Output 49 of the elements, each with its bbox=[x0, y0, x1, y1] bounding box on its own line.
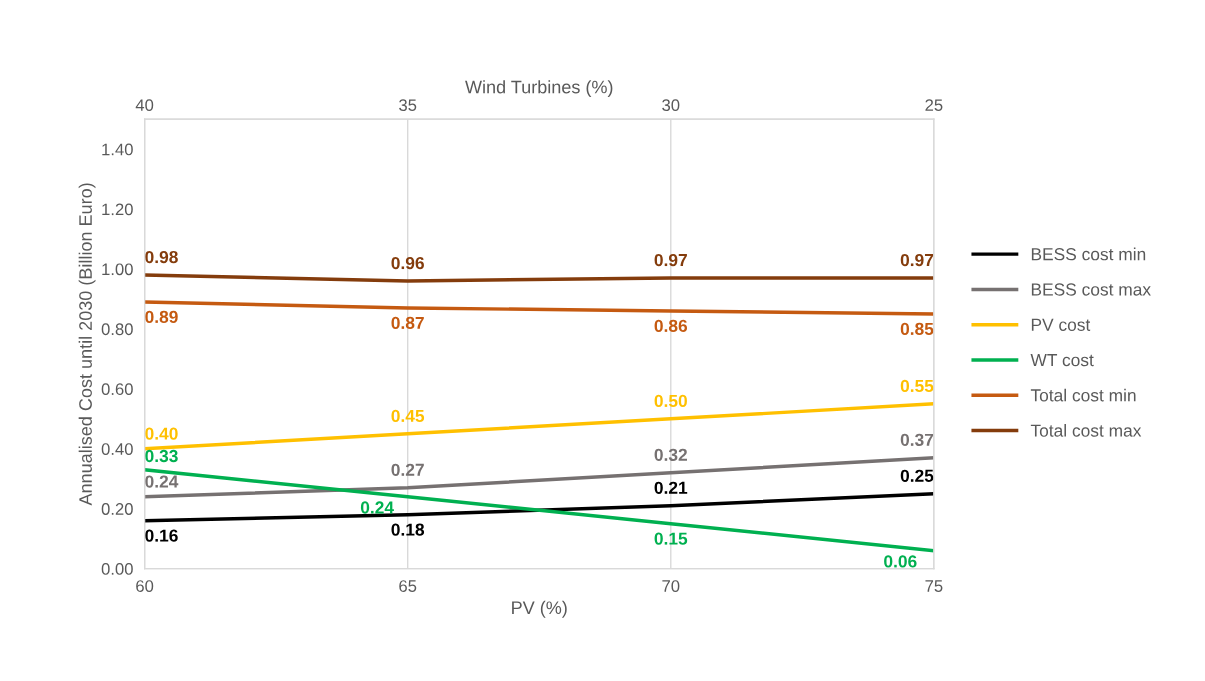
y-tick-label: 1.00 bbox=[102, 263, 133, 276]
legend-label: WT cost bbox=[1030, 354, 1094, 367]
legend-label: BESS cost max bbox=[1031, 283, 1151, 296]
data-label: 0.06 bbox=[884, 555, 917, 568]
x-axis-title: PV (%) bbox=[512, 600, 567, 618]
y-tick-label: 1.40 bbox=[102, 143, 133, 156]
x2-tick-label: 25 bbox=[925, 99, 943, 112]
data-label: 0.55 bbox=[900, 379, 934, 393]
data-label: 0.37 bbox=[900, 433, 934, 447]
legend-label: BESS cost min bbox=[1031, 247, 1146, 261]
data-label: 0.87 bbox=[391, 316, 424, 330]
data-label: 0.89 bbox=[145, 310, 178, 324]
data-label: 0.85 bbox=[900, 322, 934, 336]
data-label: 0.97 bbox=[900, 253, 934, 267]
legend-label: Total cost min bbox=[1030, 388, 1136, 402]
data-label: 0.86 bbox=[654, 319, 688, 333]
y-tick-label: 0.80 bbox=[101, 323, 133, 336]
x-tick-label: 65 bbox=[399, 580, 417, 592]
legend-label: Total cost max bbox=[1030, 424, 1142, 437]
data-label: 0.18 bbox=[391, 523, 425, 536]
x2-axis-title: Wind Turbines (%) bbox=[465, 80, 613, 97]
data-label: 0.24 bbox=[145, 475, 179, 488]
x-tick-label: 60 bbox=[136, 580, 154, 592]
data-label: 0.25 bbox=[900, 469, 934, 482]
legend-label: PV cost bbox=[1031, 318, 1091, 331]
data-label: 0.45 bbox=[391, 409, 425, 423]
y-tick-label: 0.00 bbox=[101, 563, 133, 575]
data-label: 0.96 bbox=[391, 256, 424, 270]
y-tick-label: 0.60 bbox=[101, 383, 133, 396]
data-label: 0.27 bbox=[391, 463, 424, 476]
y-tick-label: 0.20 bbox=[101, 503, 133, 515]
x2-tick-label: 30 bbox=[662, 99, 680, 112]
data-label: 0.98 bbox=[145, 250, 178, 264]
data-label: 0.24 bbox=[360, 501, 394, 514]
y-tick-label: 0.40 bbox=[101, 443, 133, 455]
y-tick-label: 1.20 bbox=[102, 203, 133, 216]
y-axis-title: Annualised Cost until 2030 (Billion Euro) bbox=[78, 183, 96, 506]
data-label: 0.40 bbox=[145, 427, 178, 440]
x-tick-label: 70 bbox=[662, 580, 680, 592]
data-label: 0.97 bbox=[654, 253, 687, 267]
x2-tick-label: 35 bbox=[399, 99, 417, 112]
x-tick-label: 75 bbox=[925, 580, 943, 592]
data-label: 0.21 bbox=[654, 481, 688, 494]
data-label: 0.32 bbox=[654, 448, 687, 462]
data-label: 0.50 bbox=[654, 394, 687, 408]
data-label: 0.15 bbox=[654, 532, 688, 545]
x2-tick-label: 40 bbox=[135, 99, 154, 112]
data-label: 0.16 bbox=[145, 529, 178, 542]
data-label: 0.33 bbox=[145, 449, 178, 463]
